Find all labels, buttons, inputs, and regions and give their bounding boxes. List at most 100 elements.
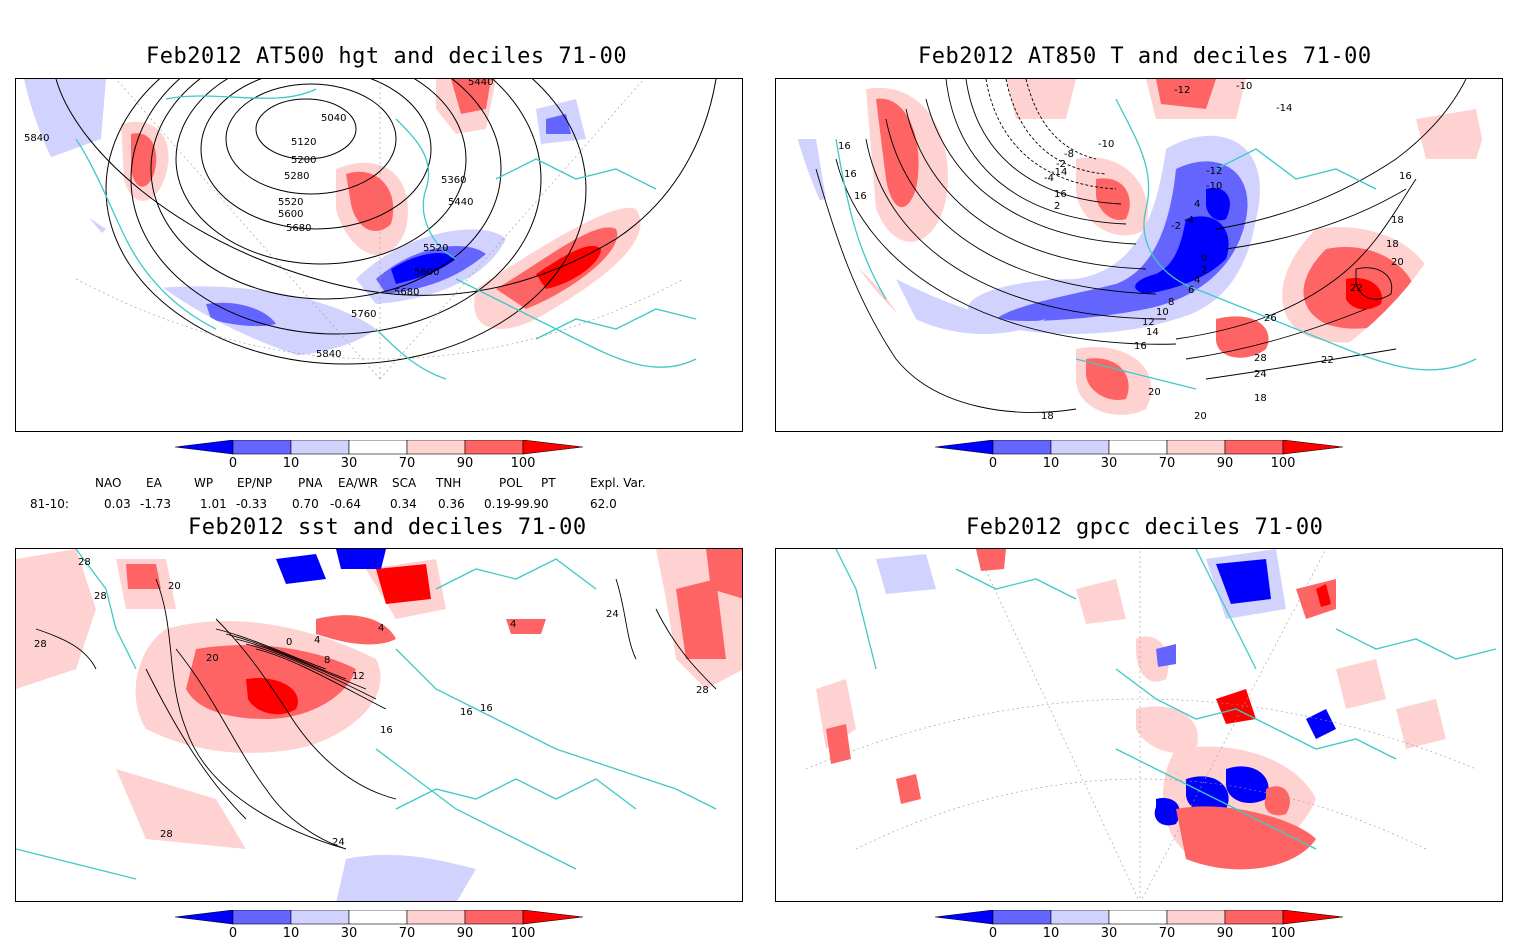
contour-label: -2 — [1056, 159, 1066, 170]
contour-label: 28 — [696, 685, 709, 696]
colorbar-hgt: 0 10 30 70 90 100 — [175, 440, 595, 476]
colorbar-tick: 70 — [398, 456, 416, 471]
panel-title-gpcc: Feb2012 gpcc deciles 71-00 — [966, 515, 1324, 540]
contour-label: 5280 — [284, 171, 309, 182]
index-value: -0.64 — [330, 497, 362, 511]
contour-label: -2 — [1171, 221, 1181, 232]
contour-label: -8 — [1064, 149, 1074, 160]
contour-label: 22 — [1321, 355, 1334, 366]
index-header: EA/WR — [338, 476, 379, 490]
contour-label: 24 — [606, 609, 619, 620]
contour-label: 4 — [1194, 275, 1200, 286]
contour-label: 16 — [480, 703, 493, 714]
contour-label: 8 — [324, 655, 330, 666]
contour-label: 16 — [838, 141, 851, 152]
contour-label: 5120 — [291, 137, 316, 148]
index-header: PT — [541, 476, 556, 490]
contour-label: 5600 — [278, 209, 303, 220]
colorbar-sst: 0 10 30 70 90 100 — [175, 910, 595, 946]
contour-label: 5520 — [423, 243, 448, 254]
colorbar-tick: 70 — [1158, 456, 1176, 471]
contour-label: 16 — [380, 725, 393, 736]
contour-label: 28 — [94, 591, 107, 602]
contour-label: 20 — [206, 653, 219, 664]
colorbar-tick: 0 — [988, 456, 998, 471]
colorbar-tick: 0 — [988, 926, 998, 941]
colorbar-gpcc: 0 10 30 70 90 100 — [935, 910, 1355, 946]
contour-label: -14 — [1276, 103, 1292, 114]
contour-label: 5440 — [448, 197, 473, 208]
contour-label: 16 — [460, 707, 473, 718]
contour-label: 4 — [314, 635, 320, 646]
contour-label: 28 — [1254, 353, 1267, 364]
index-header: EA — [146, 476, 162, 490]
contour-label: 16 — [844, 169, 857, 180]
index-header: PNA — [298, 476, 323, 490]
index-header: Expl. Var. — [590, 476, 646, 490]
index-header: SCA — [392, 476, 417, 490]
contour-label: 5440 — [468, 79, 493, 88]
index-value: 62.0 — [590, 497, 617, 511]
index-value: -99.90 — [510, 497, 549, 511]
contour-label: 24 — [1254, 369, 1267, 380]
index-value: 0.36 — [438, 497, 465, 511]
index-header: EP/NP — [237, 476, 273, 490]
colorbar-tick: 10 — [1042, 926, 1060, 941]
contour-label: 20 — [168, 581, 181, 592]
colorbar-tick: 30 — [340, 456, 358, 471]
colorbar-tick: 90 — [456, 926, 474, 941]
contour-label: 12 — [1142, 317, 1155, 328]
colorbar-tick: 10 — [282, 456, 300, 471]
contour-label: -12 — [1206, 166, 1222, 177]
colorbar-tick: 30 — [340, 926, 358, 941]
map-panel-sst: 28 28 28 20 20 0 4 8 12 16 16 16 24 28 2… — [15, 548, 743, 902]
colorbar-t850: 0 10 30 70 90 100 — [935, 440, 1355, 476]
contour-label: 0 — [1201, 253, 1207, 264]
colorbar-tick: 70 — [1158, 926, 1176, 941]
index-header: TNH — [436, 476, 462, 490]
map-panel-t850: -12 -10 -14 16 16 16 -12 -10 -4 -2 -2 -4… — [775, 78, 1503, 432]
contour-label: 20 — [1148, 387, 1161, 398]
contour-label: 28 — [160, 829, 173, 840]
index-header: POL — [499, 476, 523, 490]
contour-label: -12 — [1174, 85, 1190, 96]
panel-title-t850: Feb2012 AT850 T and deciles 71-00 — [918, 44, 1372, 69]
colorbar-tick: 0 — [228, 456, 238, 471]
contour-label: 18 — [1391, 215, 1404, 226]
contour-label: 8 — [1168, 297, 1174, 308]
colorbar-tick: 10 — [282, 926, 300, 941]
index-value: -0.33 — [236, 497, 268, 511]
contour-label: 18 — [1041, 411, 1054, 422]
index-header: NAO — [95, 476, 122, 490]
contour-label: 5520 — [278, 197, 303, 208]
contour-label: 5600 — [414, 267, 439, 278]
contour-label: 4 — [378, 623, 384, 634]
contour-label: 18 — [1386, 239, 1399, 250]
contour-label: 10 — [1156, 307, 1169, 318]
contour-label: 6 — [1188, 285, 1194, 296]
colorbar-tick: 70 — [398, 926, 416, 941]
contour-label: 16 — [1399, 171, 1412, 182]
contour-label: 16 — [1054, 189, 1067, 200]
map-panel-gpcc — [775, 548, 1503, 902]
index-value: 0.19 — [484, 497, 511, 511]
index-value: 0.34 — [390, 497, 417, 511]
contour-label: 5680 — [286, 223, 311, 234]
contour-label: 22 — [1350, 283, 1363, 294]
contour-label: 4 — [1194, 199, 1200, 210]
contour-label: 5680 — [394, 287, 419, 298]
contour-label: 5360 — [441, 175, 466, 186]
contour-label: 26 — [1264, 313, 1277, 324]
colorbar-tick: 10 — [1042, 456, 1060, 471]
contour-label: 20 — [1391, 257, 1404, 268]
colorbar-tick: 0 — [228, 926, 238, 941]
contour-label: 5840 — [24, 133, 49, 144]
panel-title-sst: Feb2012 sst and deciles 71-00 — [188, 515, 587, 540]
contour-label: -4 — [1184, 215, 1194, 226]
contour-label: 5040 — [321, 113, 346, 124]
map-panel-hgt: 5840 5040 5120 5200 5280 5520 5600 5680 … — [15, 78, 743, 432]
colorbar-tick: 100 — [510, 926, 536, 941]
contour-label: 16 — [854, 191, 867, 202]
contour-label: -4 — [1044, 173, 1054, 184]
contour-label: -10 — [1206, 181, 1222, 192]
